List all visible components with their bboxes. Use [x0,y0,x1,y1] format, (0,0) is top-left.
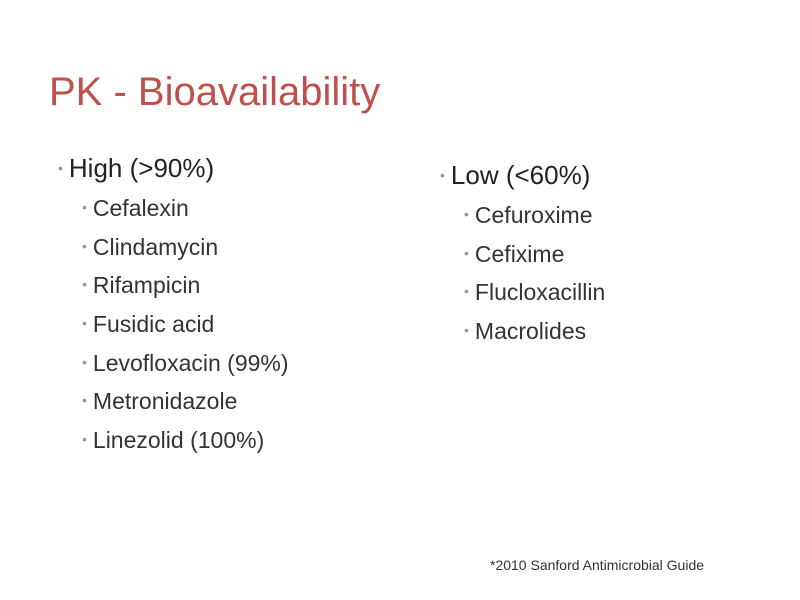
bullet-text: Linezolid (100%) [92,427,265,454]
list-item: • Linezolid (100%) [58,420,289,459]
list-item: • Fusidic acid [58,304,289,343]
bullet-text: Fusidic acid [92,311,215,338]
bullet: • [464,283,469,300]
list-item: • Cefalexin [58,188,289,227]
bullet-text: Rifampicin [92,272,201,299]
bullet-text: Macrolides [474,318,587,345]
slide-title: PK - Bioavailability [49,70,381,114]
bullet-text: Cefuroxime [474,202,593,228]
list-item: • Macrolides [440,311,605,350]
bullet-text: Low (<60%) [450,160,591,190]
bullet: • [58,160,63,176]
bullet-text: Clindamycin [92,233,219,260]
bullet: • [440,167,445,183]
footnote: *2010 Sanford Antimicrobial Guide [490,557,705,573]
list-item: • Cefixime [440,234,605,273]
bullet: • [464,322,469,339]
list-item: • Flucloxacillin [440,272,605,311]
column: • High (>90%) • Cefalexin • Clindamycin • Rifam… [58,148,289,459]
list-item: • Clindamycin [58,227,289,266]
column: • Low (<60%) • Cefuroxime • Cefixime • Flucloxa… [440,155,605,350]
bullet: • [82,353,87,370]
bullet: • [82,237,87,254]
bullet-text: Cefixime [474,240,565,267]
bullet: • [82,431,87,448]
bullet-text: Flucloxacillin [474,279,606,306]
bullet: • [82,276,87,293]
bullet-text: High (>90%) [68,153,215,183]
bullet: • [82,315,87,332]
bullet: • [464,206,469,222]
list-item: • Cefuroxime [440,195,605,234]
list-item: • Levofloxacin (99%) [58,343,289,382]
list-item: • Metronidazole [58,381,289,420]
bullet: • [82,199,87,215]
bullet-text: Metronidazole [92,388,238,415]
bullet-text: Levofloxacin (99%) [92,349,289,376]
list-heading: • Low (<60%) [440,155,605,195]
list-heading: • High (>90%) [58,148,289,188]
list-item: • Rifampicin [58,265,289,304]
bullet-text: Cefalexin [92,195,189,221]
bullet: • [82,392,87,409]
bullet: • [464,244,469,261]
